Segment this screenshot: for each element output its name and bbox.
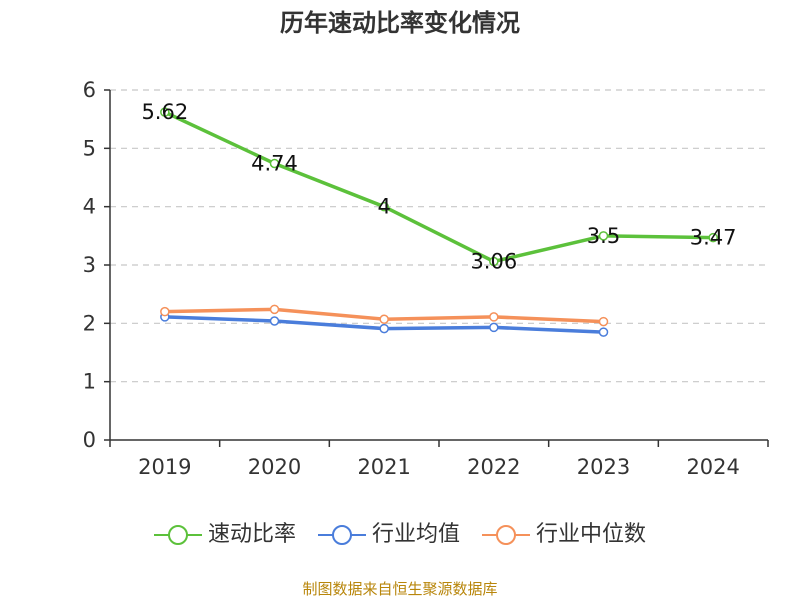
- chart-title: 历年速动比率变化情况: [280, 9, 520, 37]
- legend-marker-industry-median: [482, 525, 530, 545]
- legend-label-industry-median: 行业中位数: [536, 522, 647, 547]
- data-label-2024: 3.47: [690, 226, 737, 250]
- legend-marker-quick-ratio: [153, 525, 202, 545]
- point-0-2024: [708, 232, 718, 243]
- point-0-2020: [269, 158, 280, 169]
- point-2-2022: [489, 312, 499, 322]
- data-label-2023: 3.5: [587, 224, 620, 248]
- series-line-0: [164, 110, 714, 264]
- x-tick-label-2023: 2023: [577, 455, 630, 479]
- point-1-2022: [489, 322, 499, 333]
- point-2-2023: [598, 316, 609, 327]
- point-0-2021: [379, 201, 389, 212]
- legend: 速动比率 行业均值 行业中位数: [0, 518, 800, 552]
- x-tick-label-2021: 2021: [357, 455, 410, 479]
- point-2-2019: [160, 306, 170, 317]
- data-label-2022: 3.06: [470, 250, 517, 274]
- legend-label-quick-ratio: 速动比率: [207, 522, 296, 547]
- y-tick-label-0: 0: [83, 428, 96, 452]
- y-tick-label-4: 4: [83, 195, 96, 219]
- y-tick-label-3: 3: [83, 253, 96, 277]
- x-tick-label-2022: 2022: [467, 455, 520, 479]
- legend-marker-industry-mean: [317, 525, 366, 545]
- y-tick-label-5: 5: [83, 136, 96, 160]
- data-label-2020: 4.74: [251, 152, 298, 176]
- x-tick-label-2024: 2024: [686, 455, 739, 479]
- x-tick-label-2019: 2019: [138, 455, 191, 479]
- point-1-2020: [269, 316, 280, 326]
- point-1-2023: [598, 327, 609, 337]
- point-0-2022: [489, 256, 499, 267]
- point-1-2021: [379, 323, 389, 334]
- legend-item-industry-mean[interactable]: 行业均值: [317, 518, 460, 552]
- legend-item-industry-median[interactable]: 行业中位数: [482, 518, 646, 552]
- point-2-2020: [269, 304, 280, 315]
- data-label-2021: 4: [377, 195, 390, 219]
- legend-label-industry-mean: 行业均值: [371, 522, 460, 547]
- point-0-2023: [598, 231, 609, 241]
- y-tick-label-1: 1: [83, 370, 96, 394]
- legend-item-quick-ratio[interactable]: 速动比率: [153, 518, 296, 552]
- y-tick-label-6: 6: [83, 78, 96, 102]
- point-2-2021: [379, 314, 389, 324]
- source-note: 制图数据来自恒生聚源数据库: [302, 580, 498, 598]
- point-0-2019: [160, 107, 170, 117]
- data-label-2019: 5.62: [141, 100, 188, 124]
- x-tick-label-2020: 2020: [248, 455, 301, 479]
- y-tick-label-2: 2: [83, 311, 96, 335]
